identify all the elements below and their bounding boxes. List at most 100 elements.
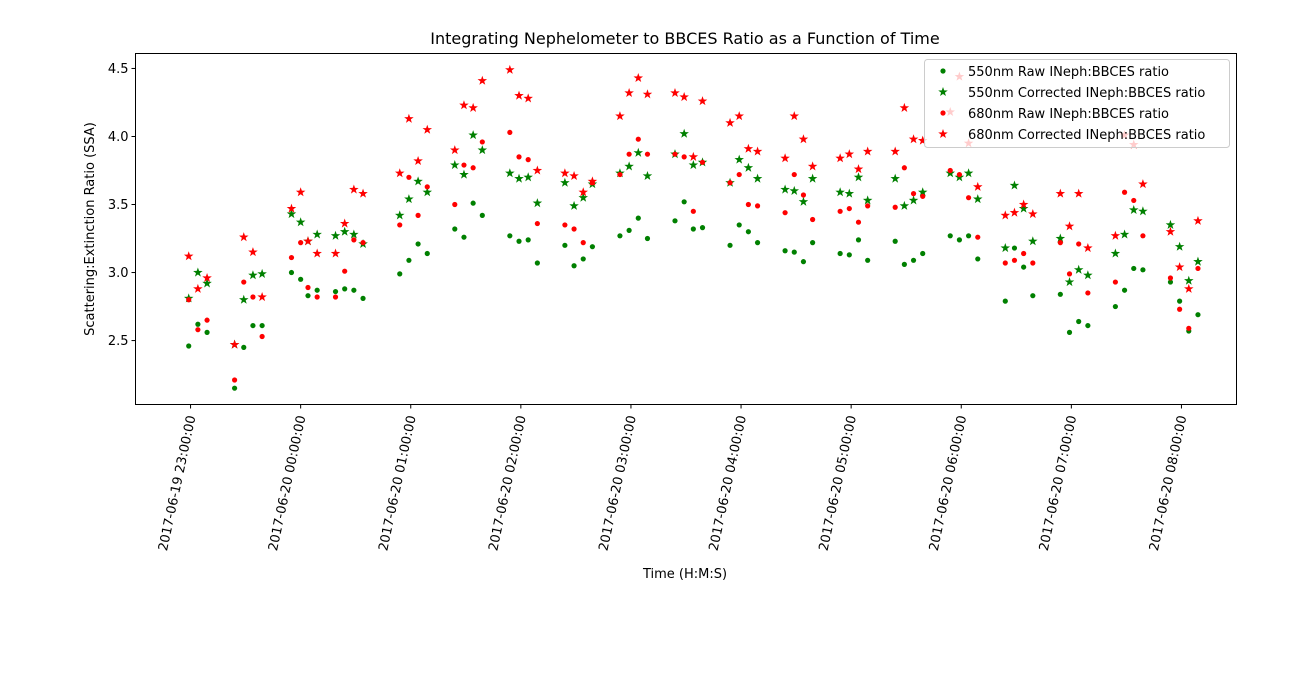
data-point (679, 92, 689, 102)
data-point (1193, 256, 1203, 266)
data-point (681, 199, 687, 205)
data-point (339, 226, 350, 236)
data-point (644, 235, 651, 242)
data-point (507, 233, 513, 239)
data-point (975, 234, 981, 240)
data-point (314, 287, 320, 293)
data-point (578, 192, 588, 202)
data-point (286, 203, 297, 213)
data-point (846, 205, 852, 212)
data-point (862, 195, 873, 205)
data-point (571, 263, 577, 269)
data-point (1083, 243, 1093, 253)
data-point (956, 171, 963, 178)
data-point (202, 272, 212, 283)
data-point (342, 268, 348, 274)
y-tick-label: 3.0 (108, 266, 129, 281)
data-point (239, 294, 249, 304)
data-point (782, 248, 788, 254)
data-point (789, 185, 800, 195)
data-point (670, 87, 680, 97)
y-axis-title: Scattering:Extinction Ratio (SSA) (83, 122, 98, 336)
data-point (259, 322, 265, 329)
data-point (901, 261, 907, 267)
data-point (734, 111, 744, 121)
data-point (1000, 243, 1011, 253)
data-point (917, 135, 928, 145)
data-point (450, 145, 460, 155)
legend-marker (940, 68, 946, 74)
data-point (892, 238, 898, 244)
data-point (183, 251, 194, 261)
data-point (459, 100, 469, 110)
x-tick-label: 2017-06-20 04:00:00 (707, 414, 750, 552)
data-point (752, 146, 763, 156)
data-point (798, 196, 809, 206)
data-point (807, 173, 818, 183)
data-point (394, 210, 405, 220)
data-point (507, 129, 513, 136)
data-point (679, 128, 689, 138)
data-point (569, 200, 579, 210)
data-point (917, 187, 928, 197)
data-point (791, 249, 797, 255)
data-point (406, 174, 412, 180)
data-point (394, 168, 405, 178)
data-point (617, 233, 623, 239)
data-point (514, 173, 524, 183)
data-point (835, 187, 845, 197)
plot-marks (183, 64, 1203, 391)
data-point (1066, 271, 1073, 277)
legend-box (924, 59, 1230, 148)
data-point (745, 229, 751, 235)
data-point (736, 171, 742, 178)
data-point (1073, 264, 1084, 274)
legend-label-680-raw: 680nm Raw INeph:BBCES ratio (968, 107, 1169, 122)
legend-marker (938, 87, 948, 97)
data-point (780, 153, 790, 163)
data-point (569, 170, 579, 180)
data-point (560, 177, 570, 187)
y-tick-label: 4.5 (108, 62, 129, 77)
data-point (397, 271, 403, 277)
data-point (1085, 290, 1091, 296)
data-point (1167, 279, 1174, 285)
data-point (1083, 270, 1093, 280)
data-point (578, 187, 588, 197)
data-point (1009, 180, 1020, 190)
data-point (450, 160, 460, 170)
data-point (626, 151, 632, 157)
data-point (516, 238, 522, 244)
data-point (305, 293, 311, 299)
data-point (505, 64, 515, 74)
data-point (617, 171, 623, 178)
data-point (1140, 233, 1146, 239)
data-point (286, 209, 297, 219)
data-point (1055, 233, 1066, 243)
data-point (587, 176, 598, 186)
data-point (229, 339, 240, 349)
data-point (351, 237, 357, 243)
data-point (195, 327, 201, 333)
data-point (422, 124, 433, 134)
data-point (1073, 188, 1084, 198)
data-point (1177, 306, 1183, 312)
data-point (452, 201, 458, 208)
data-point (1165, 219, 1176, 229)
data-point (688, 151, 699, 161)
data-point (202, 278, 212, 288)
data-point (633, 72, 644, 83)
data-point (532, 198, 543, 208)
data-point (1128, 204, 1139, 214)
data-point (452, 226, 458, 232)
data-point (1030, 260, 1036, 266)
data-point (468, 130, 478, 140)
data-point (358, 188, 368, 198)
x-tick-label: 2017-06-19 23:00:00 (156, 414, 199, 552)
data-point (865, 257, 871, 263)
data-point (415, 241, 421, 247)
data-point (624, 161, 634, 171)
data-point (204, 329, 210, 335)
x-tick-label: 2017-06-20 05:00:00 (817, 414, 860, 552)
data-point (477, 145, 488, 155)
